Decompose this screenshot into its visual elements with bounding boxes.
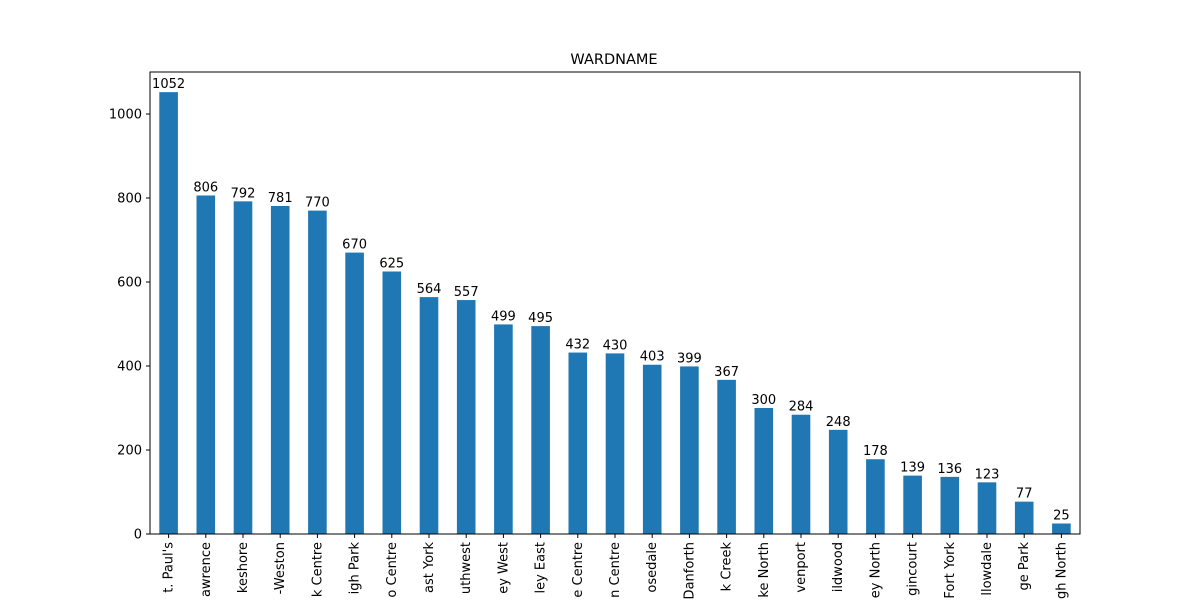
bar-value-label-21: 136 (937, 462, 962, 477)
bar-value-label-20: 139 (900, 461, 925, 476)
x-tick-label-6: o Centre (385, 542, 400, 598)
y-axis: 0 200 400 600 800 1000 (109, 108, 150, 543)
x-tick-label-12: n Centre (608, 542, 623, 598)
y-tick-label-1: 200 (117, 444, 142, 459)
bar-14 (680, 366, 699, 534)
bar-22 (977, 482, 997, 534)
bar-12 (605, 353, 625, 534)
y-tick-label-0: 0 (134, 528, 142, 543)
y-tick-label-5: 1000 (109, 108, 142, 123)
bar-1 (196, 195, 216, 535)
x-tick-label-5: igh Park (348, 542, 363, 595)
y-tick-label-2: 400 (117, 360, 142, 375)
x-tick-label-19: ey North (868, 542, 883, 598)
bar-value-label-24: 25 (1053, 509, 1070, 524)
x-tick-label-16: ke North (757, 542, 772, 598)
plot-frame (149, 71, 1081, 535)
bar-labels-group: 1052 806 792 781 770 670 625 564 557 499 495 432 430… (152, 77, 1070, 523)
bar-value-label-8: 557 (454, 285, 479, 300)
bar-value-label-18: 248 (826, 415, 851, 430)
bar-value-label-19: 178 (863, 444, 888, 459)
bar-value-label-15: 367 (714, 365, 739, 380)
bar-4 (308, 210, 327, 534)
bar-6 (382, 271, 402, 534)
bar-value-label-14: 399 (677, 351, 702, 366)
x-tick-label-20: gincourt (906, 542, 921, 596)
bar-16 (754, 408, 774, 534)
bar-value-label-16: 300 (751, 393, 776, 408)
bar-11 (568, 352, 588, 534)
bar-value-label-9: 499 (491, 309, 516, 324)
x-tick-label-7: ast York (422, 542, 437, 593)
bar-value-label-5: 670 (342, 238, 367, 253)
bar-8 (456, 300, 476, 534)
bar-value-label-4: 770 (305, 196, 330, 211)
x-tick-label-3: -Weston (273, 542, 288, 594)
bar-23 (1014, 501, 1034, 534)
x-tick-label-4: k Centre (310, 542, 325, 597)
x-tick-label-21: Fort York (943, 542, 958, 599)
bar-9 (494, 324, 513, 534)
x-tick-label-1: awrence (199, 542, 214, 597)
y-tick-label-4: 800 (117, 192, 142, 207)
x-tick-label-9: ey West (496, 542, 511, 594)
bar-15 (717, 379, 736, 534)
bar-24 (1052, 523, 1071, 534)
bar-value-label-7: 564 (417, 282, 442, 297)
x-tick-label-0: t. Paul's (162, 542, 177, 593)
bar-5 (345, 252, 364, 534)
bar-21 (940, 476, 960, 534)
x-tick-label-24: gh North (1054, 542, 1069, 599)
bars-group (159, 92, 1071, 535)
x-axis: t. Paul's awrence keshore -Weston k Centre ig… (162, 534, 1069, 599)
x-tick-label-22: llowdale (980, 542, 995, 596)
bar-3 (270, 205, 290, 535)
x-tick-label-8: uthwest (459, 542, 474, 594)
x-tick-label-17: venport (794, 542, 809, 593)
x-tick-label-14: Danforth (682, 542, 697, 599)
bar-value-label-0: 1052 (152, 77, 185, 92)
bar-value-label-23: 77 (1016, 487, 1033, 502)
bar-value-label-1: 806 (193, 180, 218, 195)
bar-17 (791, 414, 811, 534)
chart-title: WARDNAME (570, 52, 657, 68)
bar-value-label-13: 403 (640, 350, 665, 365)
bar-7 (419, 297, 439, 534)
bar-value-label-10: 495 (528, 311, 553, 326)
bar-value-label-12: 430 (603, 338, 628, 353)
bar-13 (642, 364, 662, 534)
bar-value-label-6: 625 (379, 257, 404, 272)
bar-value-label-2: 792 (231, 186, 256, 201)
x-tick-label-2: keshore (236, 542, 251, 593)
bar-18 (828, 429, 848, 534)
bar-0 (159, 92, 178, 534)
bar-value-label-22: 123 (975, 467, 1000, 482)
x-tick-label-13: osedale (645, 542, 660, 593)
bar-19 (866, 459, 885, 534)
bar-10 (531, 326, 550, 534)
bar-value-label-11: 432 (565, 338, 590, 353)
bar-value-label-17: 284 (789, 400, 814, 415)
x-tick-label-23: ge Park (1017, 542, 1032, 591)
bar-value-label-3: 781 (268, 191, 293, 206)
x-tick-label-15: k Creek (720, 542, 735, 592)
x-tick-label-10: ley East (534, 542, 549, 594)
x-tick-label-18: ildwood (831, 542, 846, 592)
x-tick-label-11: e Centre (571, 542, 586, 598)
bar-20 (903, 475, 922, 534)
y-tick-label-3: 600 (117, 276, 142, 291)
bar-2 (233, 201, 253, 535)
